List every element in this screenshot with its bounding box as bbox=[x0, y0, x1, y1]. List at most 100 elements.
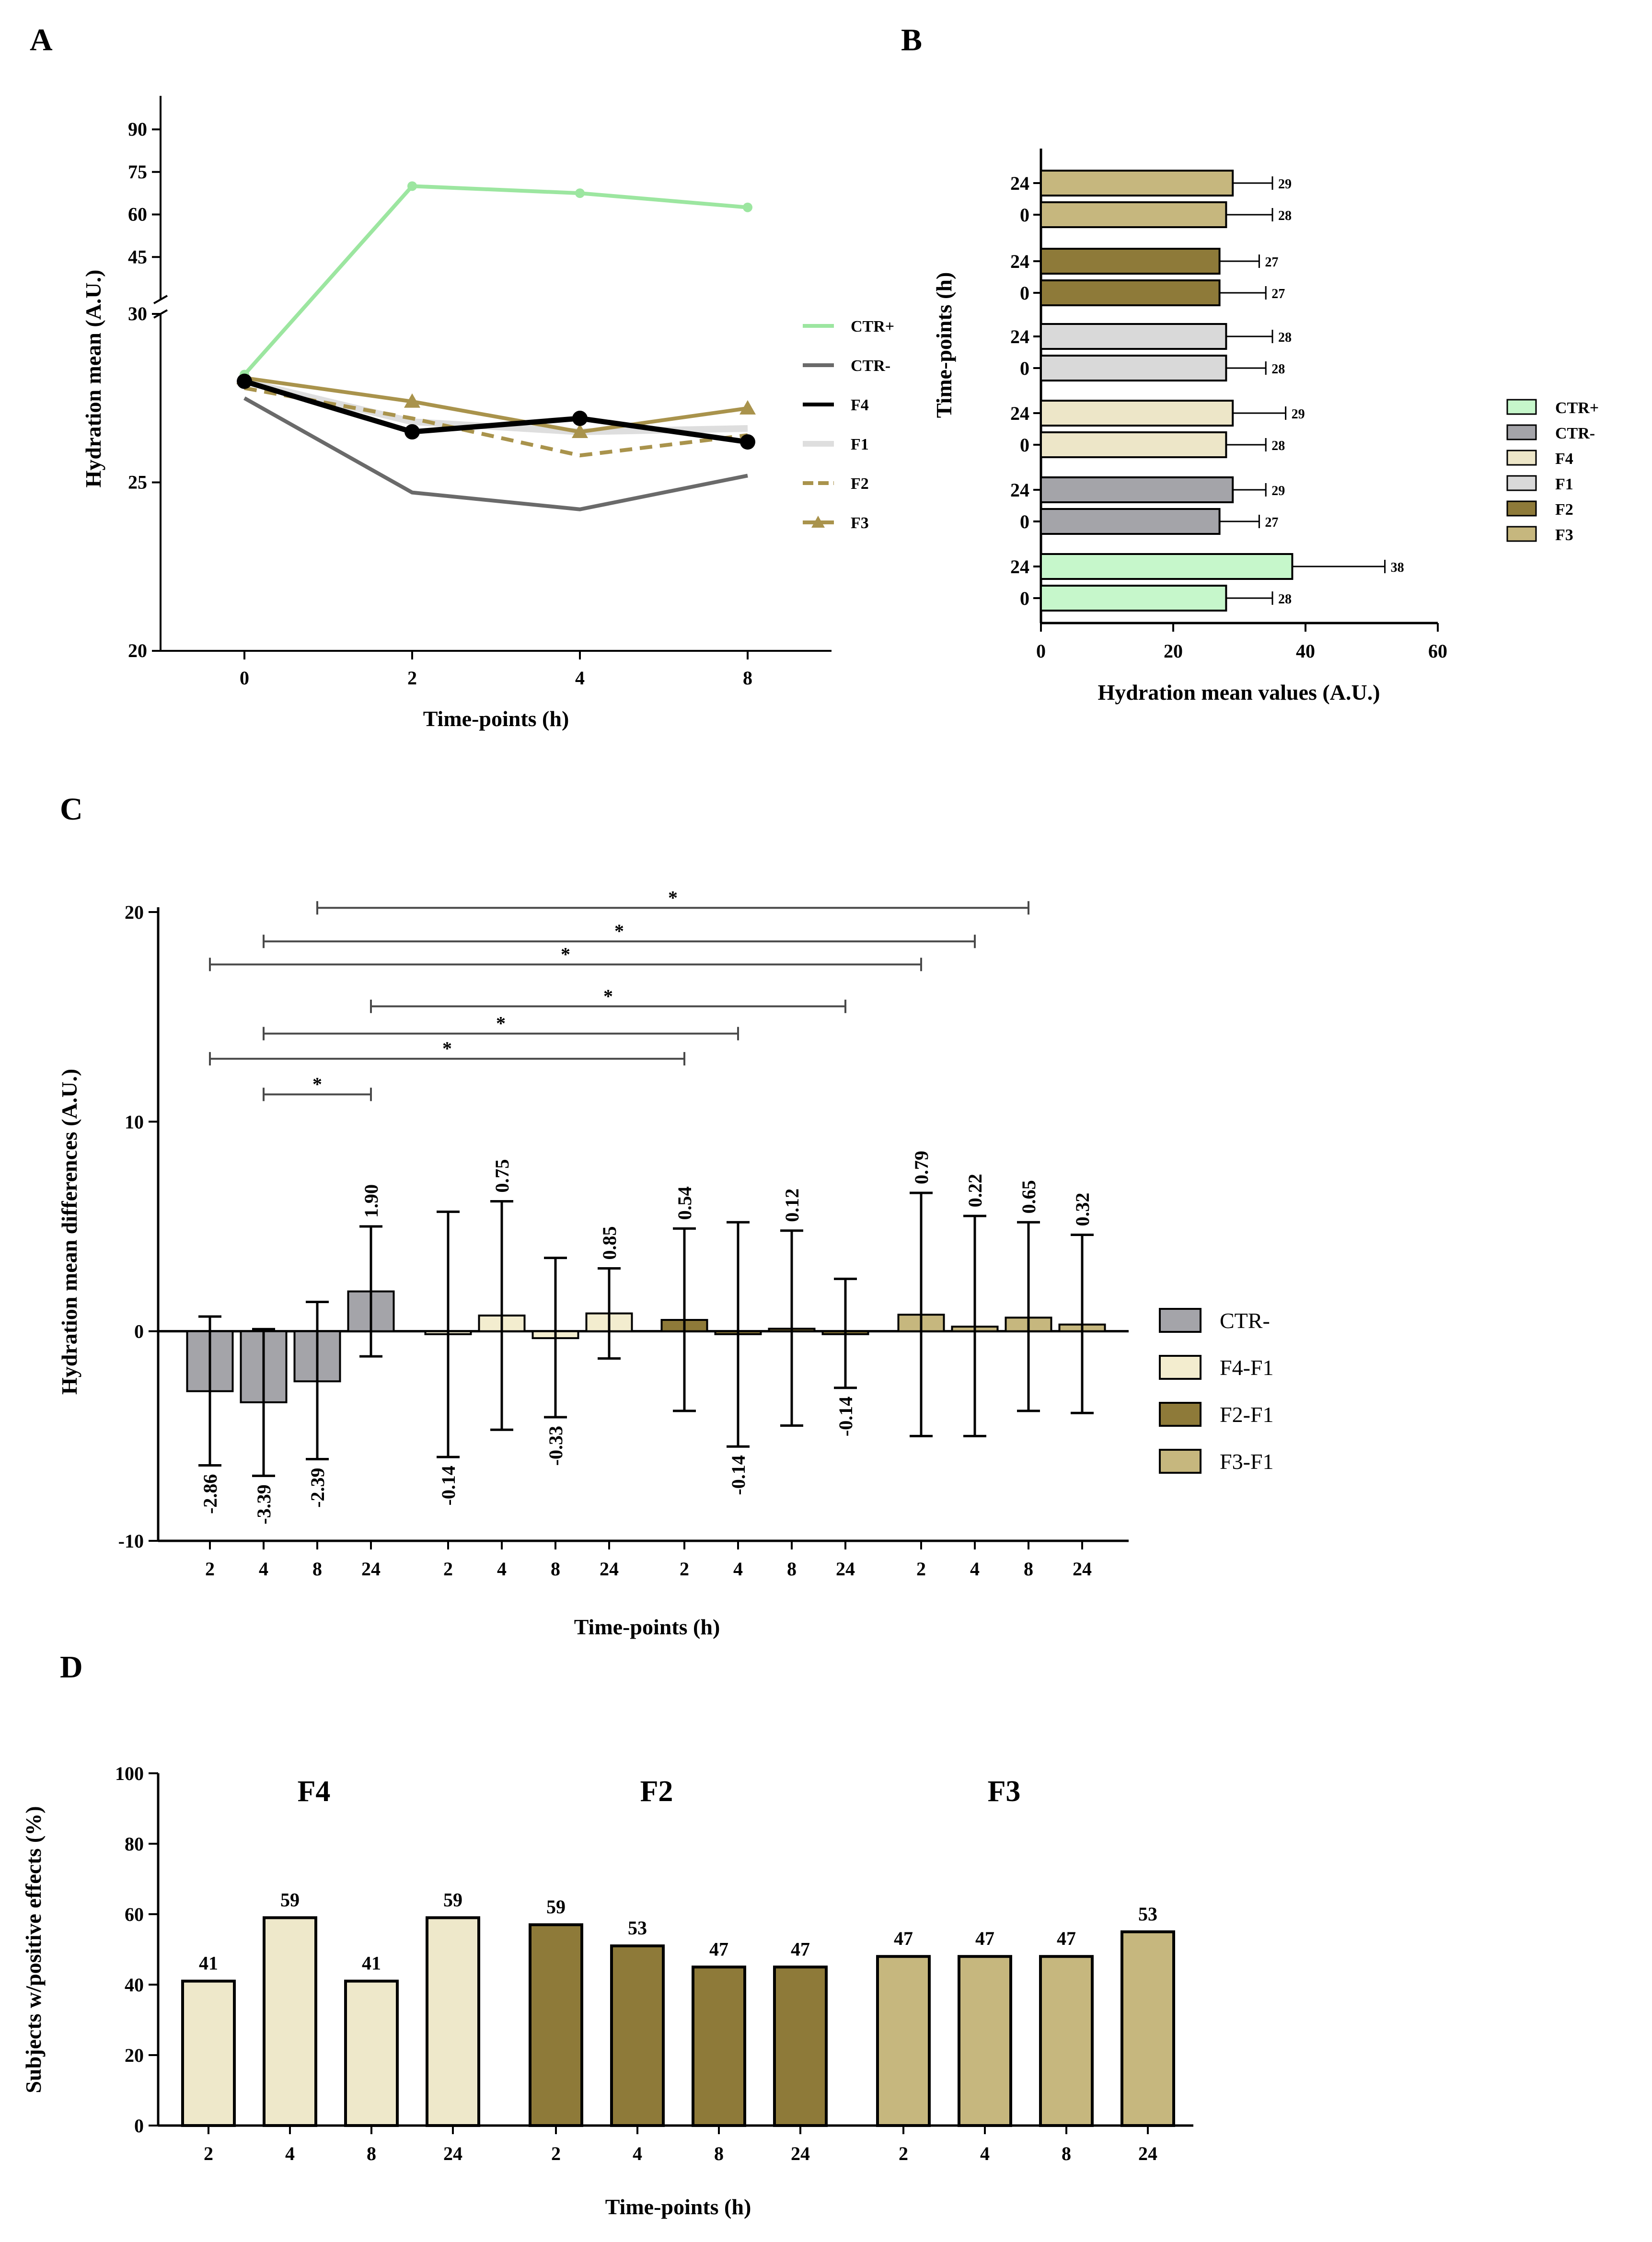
chart-b-legend-swatch bbox=[1506, 475, 1537, 491]
chart-c-x-tick-label: 8 bbox=[551, 1558, 560, 1580]
chart-b-bar bbox=[1040, 585, 1227, 612]
chart-d-bar bbox=[263, 1916, 317, 2127]
chart-a-y-tick-label: 90 bbox=[128, 118, 147, 140]
chart-d-x-tick-label: 24 bbox=[443, 2143, 462, 2164]
chart-c-value-label: 0.22 bbox=[964, 1174, 986, 1207]
chart-c-legend-swatch bbox=[1159, 1402, 1201, 1427]
chart-a-legend-label: F3 bbox=[851, 514, 869, 532]
chart-b-bar bbox=[1040, 508, 1221, 535]
chart-d-group-label: F4 bbox=[298, 1775, 331, 1808]
chart-d-value-label: 53 bbox=[1138, 1903, 1157, 1925]
chart-b-y-tick-label: 0 bbox=[1020, 204, 1029, 226]
chart-d-value-label: 59 bbox=[443, 1889, 462, 1910]
panel-letter-b: B bbox=[901, 23, 922, 58]
chart-b-legend-label: F3 bbox=[1555, 526, 1573, 544]
chart-c-significance-star: * bbox=[561, 943, 570, 965]
chart-a-y-axis-title: Hydration mean (A.U.) bbox=[81, 270, 105, 488]
chart-a-data-point bbox=[572, 424, 588, 439]
chart-b-y-tick-label: 24 bbox=[1010, 403, 1029, 424]
chart-c-x-tick-label: 4 bbox=[259, 1558, 268, 1580]
chart-d-x-tick-label: 8 bbox=[1062, 2143, 1071, 2164]
chart-a-y-tick-label: 60 bbox=[128, 204, 147, 225]
chart-c-value-label: -2.86 bbox=[199, 1474, 221, 1514]
chart-a-series-line-ctr-minus bbox=[243, 396, 748, 511]
chart-c-x-tick-label: 4 bbox=[970, 1558, 980, 1580]
chart-a-data-point bbox=[743, 202, 752, 212]
chart-b-bar bbox=[1040, 170, 1234, 196]
chart-c-legend-swatch bbox=[1159, 1355, 1201, 1380]
chart-a-legend-marker bbox=[811, 516, 825, 528]
chart-b-value-label: 28 bbox=[1271, 362, 1285, 377]
chart-a-data-point bbox=[237, 373, 252, 389]
chart-b-y-tick-label: 24 bbox=[1010, 173, 1029, 194]
chart-a-axis-break-mark bbox=[153, 295, 168, 304]
chart-b-value-label: 27 bbox=[1265, 255, 1278, 270]
panel-letter-c: C bbox=[60, 792, 83, 827]
chart-b-bar bbox=[1040, 400, 1234, 427]
chart-b-y-tick-label: 24 bbox=[1010, 326, 1029, 347]
chart-b-x-tick-label: 40 bbox=[1296, 640, 1315, 662]
chart-b-legend-swatch bbox=[1506, 500, 1537, 517]
chart-d-y-tick-label: 80 bbox=[125, 1833, 144, 1855]
chart-b-x-tick-label: 60 bbox=[1428, 640, 1447, 662]
chart-a-data-point bbox=[407, 181, 417, 191]
chart-d-y-tick-label: 20 bbox=[125, 2045, 144, 2066]
chart-c-x-tick-label: 2 bbox=[443, 1558, 453, 1580]
chart-a-x-tick-label: 2 bbox=[407, 667, 417, 689]
chart-c-value-label: 0.85 bbox=[599, 1226, 620, 1260]
chart-a-data-point bbox=[404, 393, 420, 408]
chart-b-horizontal-bars: 0 20 40 60 Hydration mean values (A.U.) Time-… bbox=[932, 149, 1599, 705]
chart-b-legend-label: F1 bbox=[1555, 475, 1573, 493]
chart-b-value-label: 28 bbox=[1278, 592, 1292, 607]
chart-a-data-point bbox=[739, 400, 756, 415]
chart-a-series-line-f3 bbox=[244, 376, 748, 434]
chart-c-y-tick-label: 0 bbox=[134, 1321, 144, 1342]
chart-c-legend-label: F3-F1 bbox=[1220, 1449, 1273, 1474]
chart-c-y-tick-label: 20 bbox=[125, 901, 144, 923]
chart-c-significance-star: * bbox=[442, 1038, 452, 1059]
chart-b-legend-swatch bbox=[1506, 526, 1537, 542]
chart-d-bar bbox=[876, 1955, 931, 2127]
chart-d-y-tick-label: 100 bbox=[115, 1763, 144, 1784]
chart-d-bar bbox=[610, 1944, 665, 2127]
chart-b-value-label: 29 bbox=[1271, 484, 1285, 498]
chart-d-bar bbox=[344, 1979, 399, 2127]
chart-c-value-label: 0.54 bbox=[674, 1186, 695, 1220]
chart-c-value-label: -0.33 bbox=[545, 1426, 566, 1466]
chart-d-x-tick-label: 4 bbox=[980, 2143, 990, 2164]
chart-d-percent-bars: 0 20 40 60 80 100 Time-points (h) Subjects w/po… bbox=[21, 1763, 1193, 2219]
chart-b-y-tick-label: 0 bbox=[1020, 434, 1029, 456]
chart-b-value-label: 28 bbox=[1278, 208, 1292, 223]
chart-b-value-label: 27 bbox=[1265, 515, 1278, 530]
chart-d-bar bbox=[692, 1965, 746, 2127]
chart-c-y-axis-title: Hydration mean differences (A.U.) bbox=[57, 1069, 81, 1395]
chart-d-x-tick-label: 24 bbox=[791, 2143, 810, 2164]
chart-b-bar bbox=[1040, 323, 1227, 350]
chart-c-y-tick-label: -10 bbox=[118, 1530, 144, 1552]
chart-c-legend-label: F2-F1 bbox=[1220, 1402, 1273, 1427]
chart-d-bar bbox=[1121, 1930, 1175, 2127]
chart-a-data-point bbox=[572, 410, 588, 426]
chart-c-value-label: -0.14 bbox=[728, 1455, 749, 1495]
chart-c-x-tick-label: 24 bbox=[836, 1558, 855, 1580]
chart-d-x-tick-label: 2 bbox=[551, 2143, 561, 2164]
chart-a-x-tick-label: 0 bbox=[240, 667, 249, 689]
chart-b-y-tick-label: 24 bbox=[1010, 251, 1029, 272]
chart-d-bar bbox=[1039, 1955, 1094, 2127]
chart-c-x-tick-label: 2 bbox=[205, 1558, 215, 1580]
chart-c-x-tick-label: 2 bbox=[680, 1558, 689, 1580]
chart-a-legend-label: CTR+ bbox=[851, 318, 894, 335]
chart-a-y-tick-label: 75 bbox=[128, 161, 147, 183]
chart-b-legend-swatch bbox=[1506, 424, 1537, 440]
panel-letter-a: A bbox=[30, 23, 53, 58]
chart-d-bar bbox=[181, 1979, 236, 2127]
chart-d-value-label: 47 bbox=[709, 1938, 728, 1960]
chart-c-value-label: 0.12 bbox=[781, 1189, 803, 1222]
chart-c-x-axis-title: Time-points (h) bbox=[574, 1615, 720, 1639]
chart-d-y-axis-title: Subjects w/positive effects (%) bbox=[21, 1806, 46, 2093]
panel-letter-d: D bbox=[60, 1650, 83, 1685]
chart-d-x-tick-label: 2 bbox=[204, 2143, 213, 2164]
chart-c-legend-swatch bbox=[1159, 1308, 1201, 1333]
chart-c-x-tick-label: 24 bbox=[600, 1558, 619, 1580]
